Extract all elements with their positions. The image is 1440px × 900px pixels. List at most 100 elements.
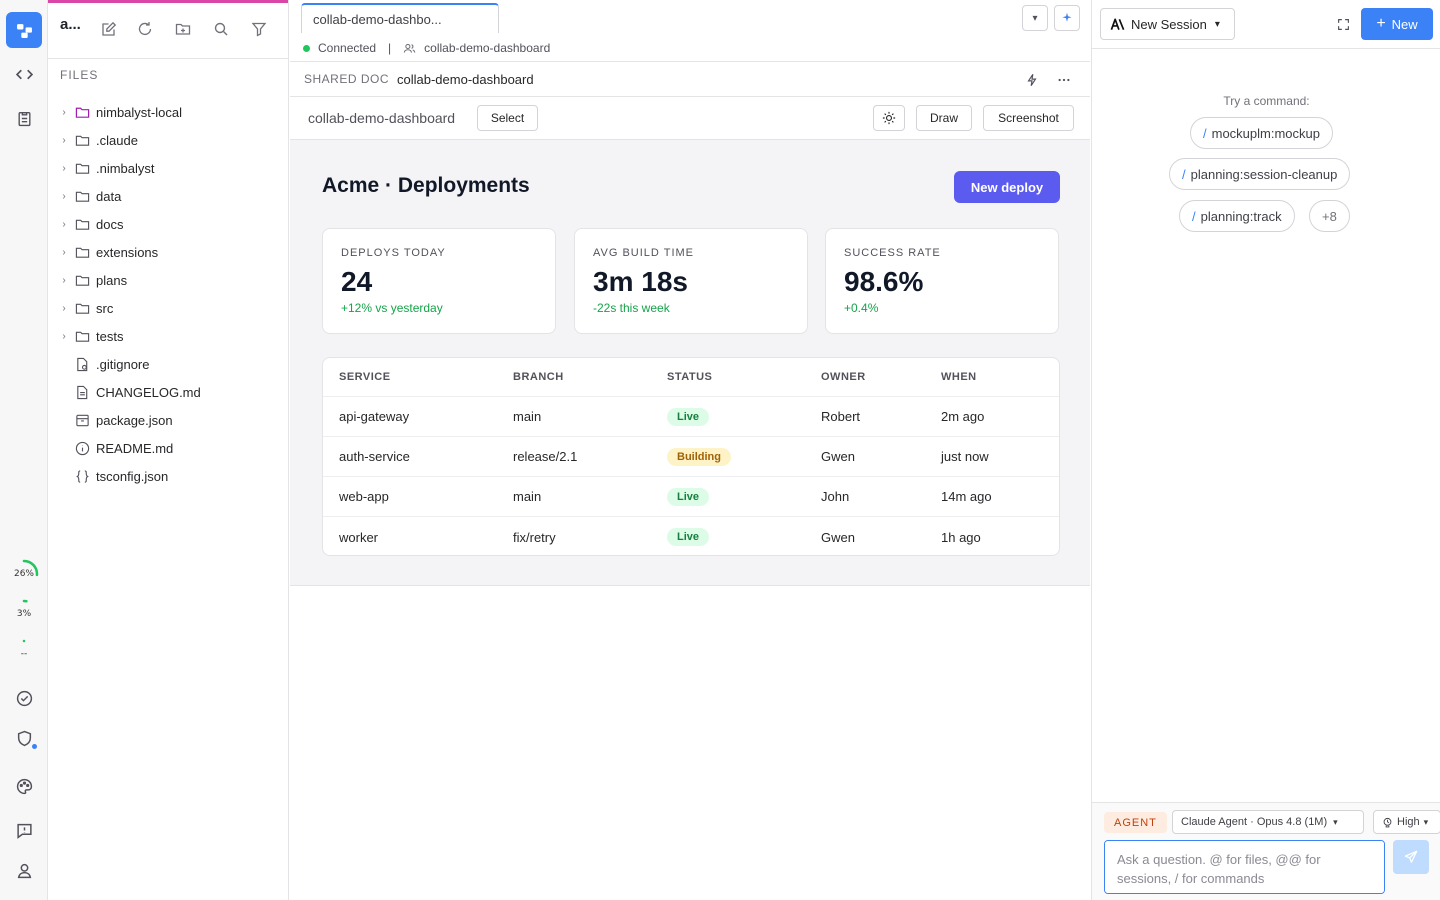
column-header-status: STATUS xyxy=(667,371,713,383)
command-chip-session-cleanup[interactable]: / planning:session-cleanup xyxy=(1169,158,1351,190)
usage-gauge-3[interactable]: -- xyxy=(8,638,40,670)
chevron-right-icon[interactable]: › xyxy=(62,162,66,174)
status-badge: Live xyxy=(667,487,710,506)
stat-value: 24 xyxy=(341,266,373,297)
tree-item-label: .gitignore xyxy=(96,356,150,372)
feedback-icon[interactable] xyxy=(6,812,42,848)
code-icon[interactable] xyxy=(6,56,42,92)
palette-icon[interactable] xyxy=(6,768,42,804)
tree-item-tsconfig-json[interactable]: tsconfig.json xyxy=(48,462,288,490)
brain-icon xyxy=(1382,817,1393,828)
sparkle-icon[interactable] xyxy=(1054,5,1080,31)
stat-label: AVG BUILD TIME xyxy=(593,247,695,259)
chevron-down-icon: ▾ xyxy=(1214,18,1220,30)
new-folder-icon[interactable] xyxy=(173,19,193,39)
usage-gauge-2[interactable]: 3% xyxy=(8,598,40,630)
chevron-right-icon[interactable]: › xyxy=(62,330,66,342)
command-chip-track[interactable]: / planning:track xyxy=(1179,200,1295,232)
tree-item-docs[interactable]: › docs xyxy=(48,210,288,238)
stat-value: 98.6% xyxy=(844,266,924,297)
tree-item-dot-gitignore[interactable]: .gitignore xyxy=(48,350,288,378)
chevron-right-icon[interactable]: › xyxy=(62,246,66,258)
more-commands-chip[interactable]: +8 xyxy=(1309,200,1350,232)
command-name: mockuplm:mockup xyxy=(1211,125,1320,141)
ai-action-icon[interactable] xyxy=(1023,71,1041,89)
session-selector[interactable]: New Session ▾ xyxy=(1100,8,1235,40)
effort-selector[interactable]: High ▾ xyxy=(1373,810,1440,834)
tree-item-dot-nimbalyst[interactable]: › .nimbalyst xyxy=(48,154,288,182)
chevron-right-icon[interactable]: › xyxy=(62,134,66,146)
select-button[interactable]: Select xyxy=(477,105,538,131)
model-selector[interactable]: Claude Agent · Opus 4.8 (1M) ▾ xyxy=(1172,810,1364,834)
cell-when: 14m ago xyxy=(941,489,992,504)
clipboard-icon[interactable] xyxy=(6,100,42,136)
chevron-right-icon[interactable]: › xyxy=(62,190,66,202)
mockup-canvas: Acme · Deployments New deploy DEPLOYS TO… xyxy=(290,140,1090,586)
chevron-down-icon: ▾ xyxy=(1423,816,1429,827)
tree-item-CHANGELOG-md[interactable]: CHANGELOG.md xyxy=(48,378,288,406)
gauge-label: 26% xyxy=(13,569,34,579)
refresh-icon[interactable] xyxy=(135,19,155,39)
stat-delta: -22s this week xyxy=(593,301,670,315)
check-circle-icon[interactable] xyxy=(6,680,42,716)
theme-toggle-button[interactable] xyxy=(873,105,905,131)
tree-item-plans[interactable]: › plans xyxy=(48,266,288,294)
tree-item-src[interactable]: › src xyxy=(48,294,288,322)
tree-item-label: plans xyxy=(96,272,128,288)
new-deploy-button[interactable]: New deploy xyxy=(954,171,1060,203)
filter-icon[interactable] xyxy=(249,19,269,39)
tree-item-tests[interactable]: › tests xyxy=(48,322,288,350)
files-view-icon[interactable] xyxy=(6,12,42,48)
doc-file-icon xyxy=(74,384,90,400)
tree-item-dot-claude[interactable]: › .claude xyxy=(48,126,288,154)
search-icon[interactable] xyxy=(211,19,231,39)
tree-item-README-md[interactable]: README.md xyxy=(48,434,288,462)
stat-card-deploys: DEPLOYS TODAY 24 +12% vs yesterday xyxy=(322,228,556,334)
tree-item-nimbalyst-local[interactable]: › nimbalyst-local xyxy=(48,98,288,126)
user-icon[interactable] xyxy=(6,852,42,888)
send-button[interactable] xyxy=(1393,840,1429,874)
more-options-icon[interactable] xyxy=(1055,71,1073,89)
table-row[interactable]: api-gateway main Live Robert 2m ago xyxy=(323,397,1059,437)
folder-icon xyxy=(74,244,90,260)
usage-gauge-1[interactable]: 26% xyxy=(8,558,40,590)
dashboard-title: Acme · Deployments xyxy=(322,174,530,197)
screenshot-button[interactable]: Screenshot xyxy=(983,105,1074,131)
chevron-right-icon[interactable]: › xyxy=(62,302,66,314)
chevron-right-icon[interactable]: › xyxy=(62,274,66,286)
info-file-icon xyxy=(74,440,90,456)
tab-menu-chevron-icon[interactable]: ▾ xyxy=(1022,5,1048,31)
chevron-right-icon[interactable]: › xyxy=(62,218,66,230)
stat-delta: +12% vs yesterday xyxy=(341,301,443,315)
new-session-button[interactable]: + New xyxy=(1361,8,1433,40)
new-file-icon[interactable] xyxy=(99,19,119,39)
composer-options: AGENT Claude Agent · Opus 4.8 (1M) ▾ Hig… xyxy=(1092,802,1440,840)
shield-icon[interactable] xyxy=(6,720,42,756)
table-row[interactable]: auth-service release/2.1 Building Gwen just … xyxy=(323,437,1059,477)
command-chip-mockup[interactable]: / mockuplm:mockup xyxy=(1190,117,1333,149)
tree-item-extensions[interactable]: › extensions xyxy=(48,238,288,266)
cell-status: Building xyxy=(667,437,731,476)
mockup-toolbar: collab-demo-dashboard Select Draw Screen… xyxy=(290,97,1090,140)
stat-label: DEPLOYS TODAY xyxy=(341,247,446,259)
cell-service: web-app xyxy=(339,489,389,504)
folder-icon xyxy=(74,300,90,316)
tree-item-data[interactable]: › data xyxy=(48,182,288,210)
draw-button[interactable]: Draw xyxy=(916,105,972,131)
gauge-label: 3% xyxy=(16,609,32,619)
workspace-title[interactable]: a... xyxy=(60,16,81,33)
expand-icon[interactable] xyxy=(1334,15,1352,33)
agent-mode-badge[interactable]: AGENT xyxy=(1104,812,1167,833)
table-row[interactable]: web-app main Live John 14m ago xyxy=(323,477,1059,517)
tab-collab-demo-dashboard[interactable]: collab-demo-dashbo... xyxy=(301,3,499,33)
tree-item-package-json[interactable]: package.json xyxy=(48,406,288,434)
connection-status: Connected | collab-demo-dashboard xyxy=(303,41,550,55)
ask-input[interactable] xyxy=(1104,840,1385,894)
table-row[interactable]: worker fix/retry Live Gwen 1h ago xyxy=(323,517,1059,555)
cell-owner: Gwen xyxy=(821,529,855,545)
chevron-right-icon[interactable]: › xyxy=(62,106,66,118)
session-label: New Session xyxy=(1131,16,1207,32)
status-badge: Live xyxy=(667,528,710,546)
tree-item-label: CHANGELOG.md xyxy=(96,384,201,400)
notification-dot xyxy=(32,744,37,749)
